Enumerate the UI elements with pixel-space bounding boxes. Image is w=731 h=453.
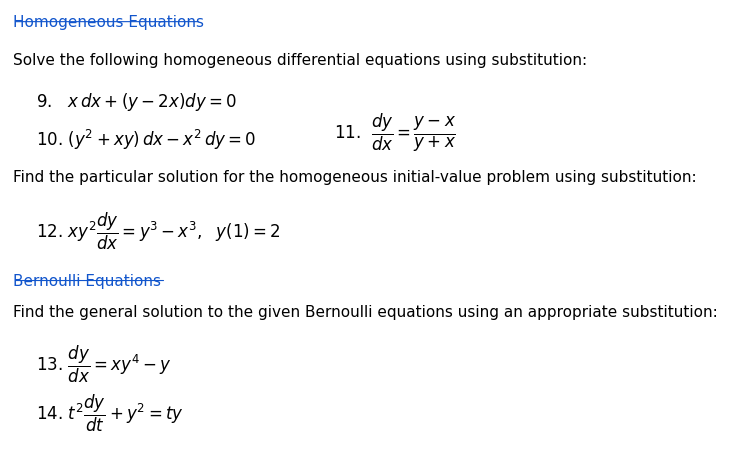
- Text: 11.  $\dfrac{dy}{dx} = \dfrac{y-x}{y+x}$: 11. $\dfrac{dy}{dx} = \dfrac{y-x}{y+x}$: [334, 112, 456, 154]
- Text: Solve the following homogeneous differential equations using substitution:: Solve the following homogeneous differen…: [13, 53, 587, 68]
- Text: Find the particular solution for the homogeneous initial-value problem using sub: Find the particular solution for the hom…: [13, 170, 697, 185]
- Text: Find the general solution to the given Bernoulli equations using an appropriate : Find the general solution to the given B…: [13, 305, 718, 320]
- Text: 14. $t^2\dfrac{dy}{dt} + y^2 = ty$: 14. $t^2\dfrac{dy}{dt} + y^2 = ty$: [36, 393, 184, 434]
- Text: 9.   $x\,dx + (y - 2x)dy = 0$: 9. $x\,dx + (y - 2x)dy = 0$: [36, 92, 237, 113]
- Text: 13. $\dfrac{dy}{dx} = xy^4 - y$: 13. $\dfrac{dy}{dx} = xy^4 - y$: [36, 343, 172, 385]
- Text: 12. $xy^2\dfrac{dy}{dx} = y^3 - x^3,\ \ y(1) = 2$: 12. $xy^2\dfrac{dy}{dx} = y^3 - x^3,\ \ …: [36, 211, 281, 252]
- Text: Bernoulli Equations: Bernoulli Equations: [13, 274, 161, 289]
- Text: Homogeneous Equations: Homogeneous Equations: [13, 15, 204, 30]
- Text: 10. $(y^2 + xy)\,dx - x^2\,dy = 0$: 10. $(y^2 + xy)\,dx - x^2\,dy = 0$: [36, 127, 257, 152]
